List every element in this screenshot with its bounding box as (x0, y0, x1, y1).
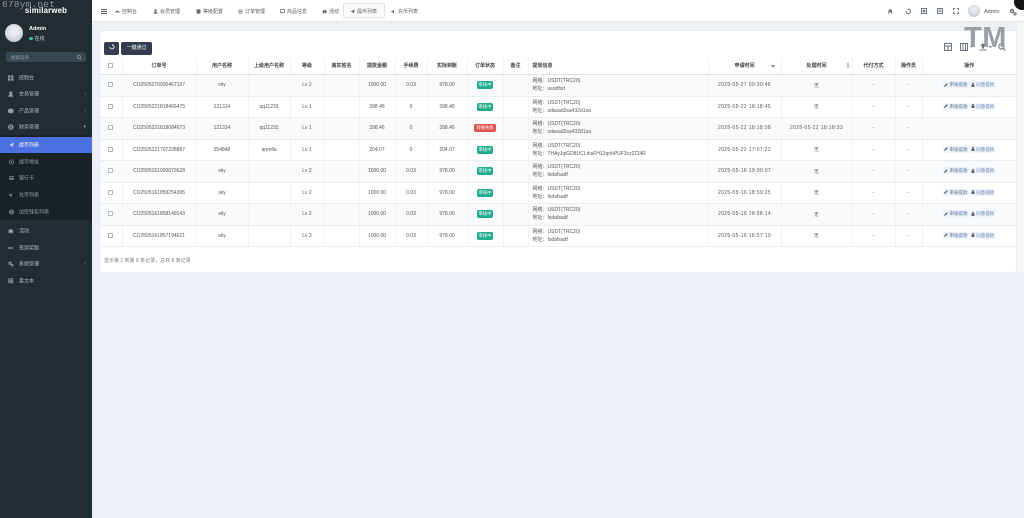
svg-text:B: B (9, 125, 12, 130)
